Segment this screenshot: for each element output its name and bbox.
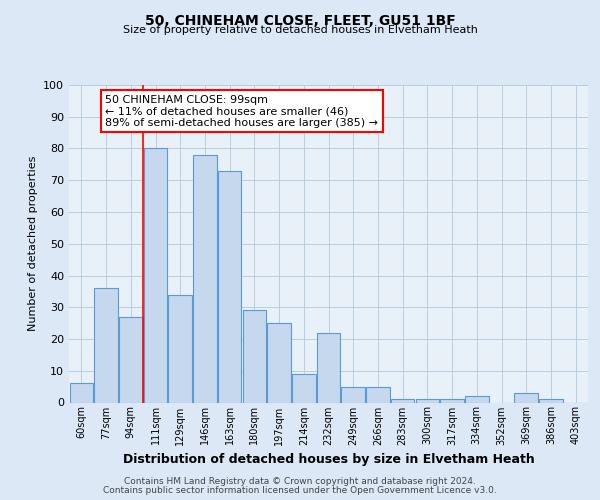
Bar: [119, 317, 143, 402]
Bar: [539, 400, 563, 402]
Text: Contains public sector information licensed under the Open Government Licence v3: Contains public sector information licen…: [103, 486, 497, 495]
Text: Size of property relative to detached houses in Elvetham Heath: Size of property relative to detached ho…: [122, 25, 478, 35]
Bar: [218, 170, 241, 402]
Text: 50, CHINEHAM CLOSE, FLEET, GU51 1BF: 50, CHINEHAM CLOSE, FLEET, GU51 1BF: [145, 14, 455, 28]
Bar: [440, 400, 464, 402]
Bar: [366, 386, 389, 402]
Bar: [416, 400, 439, 402]
Y-axis label: Number of detached properties: Number of detached properties: [28, 156, 38, 332]
X-axis label: Distribution of detached houses by size in Elvetham Heath: Distribution of detached houses by size …: [122, 453, 535, 466]
Bar: [514, 393, 538, 402]
Bar: [391, 400, 415, 402]
Bar: [292, 374, 316, 402]
Bar: [317, 332, 340, 402]
Bar: [70, 384, 93, 402]
Bar: [169, 294, 192, 403]
Bar: [242, 310, 266, 402]
Bar: [341, 386, 365, 402]
Bar: [465, 396, 488, 402]
Bar: [193, 155, 217, 402]
Bar: [94, 288, 118, 403]
Bar: [144, 148, 167, 402]
Bar: [268, 323, 291, 402]
Text: 50 CHINEHAM CLOSE: 99sqm
← 11% of detached houses are smaller (46)
89% of semi-d: 50 CHINEHAM CLOSE: 99sqm ← 11% of detach…: [106, 94, 379, 128]
Text: Contains HM Land Registry data © Crown copyright and database right 2024.: Contains HM Land Registry data © Crown c…: [124, 477, 476, 486]
